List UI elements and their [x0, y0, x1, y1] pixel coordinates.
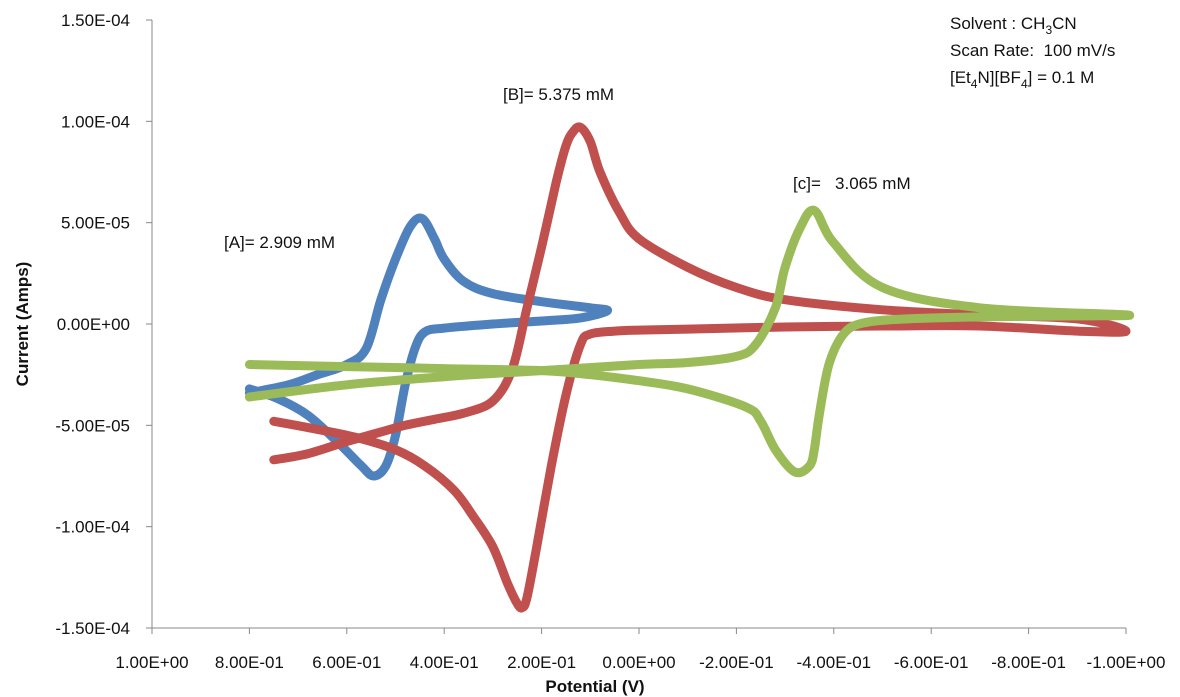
- x-tick-label: -1.00E+00: [1087, 653, 1166, 672]
- x-tick-label: 4.00E-01: [410, 653, 479, 672]
- y-tick-label: -5.00E-05: [55, 416, 130, 435]
- y-tick-label: 1.50E-04: [61, 11, 130, 30]
- y-tick-label: -1.00E-04: [55, 518, 130, 537]
- x-tick-label: -8.00E-01: [991, 653, 1066, 672]
- x-tick-label: -6.00E-01: [894, 653, 969, 672]
- solvent-prefix: Solvent : CH: [950, 14, 1045, 33]
- annotation-scan-rate: Scan Rate: 100 mV/s: [950, 41, 1115, 60]
- y-tick-label: 0.00E+00: [57, 315, 130, 334]
- axes: 1.50E-04 1.00E-04 5.00E-05 0.00E+00 -5.00E-0…: [55, 11, 1165, 672]
- annotation-solvent: Solvent : CH3CN: [950, 14, 1077, 37]
- y-axis-title: Current (Amps): [13, 262, 32, 387]
- series-layer: [244, 122, 1134, 613]
- x-tick-label: -4.00E-01: [796, 653, 871, 672]
- annotation-b: [B]= 5.375 mM: [503, 85, 614, 104]
- x-tick-label: 8.00E-01: [215, 653, 284, 672]
- series-c-curve: [244, 205, 1134, 478]
- x-tick-label: 1.00E+00: [115, 653, 188, 672]
- x-tick-label: 2.00E-01: [507, 653, 576, 672]
- electrolyte-part1: [Et: [950, 68, 971, 87]
- y-tick-label: 1.00E-04: [61, 112, 130, 131]
- electrolyte-part3: ] = 0.1 M: [1028, 68, 1095, 87]
- solvent-subscript: 3: [1045, 23, 1052, 37]
- x-axis-title: Potential (V): [545, 677, 644, 696]
- electrolyte-subscript-2: 4: [1021, 77, 1028, 91]
- y-tick-label: -1.50E-04: [55, 619, 130, 638]
- electrolyte-part2: N][BF: [977, 68, 1020, 87]
- y-tick-label: 5.00E-05: [61, 214, 130, 233]
- solvent-suffix: CN: [1052, 14, 1077, 33]
- electrolyte-subscript-1: 4: [971, 77, 978, 91]
- x-tick-label: 6.00E-01: [312, 653, 381, 672]
- x-tick-label: 0.00E+00: [602, 653, 675, 672]
- series-a-curve: [244, 213, 613, 481]
- series-b-curve: [269, 122, 1131, 613]
- annotation-electrolyte: [Et4N][BF4] = 0.1 M: [950, 68, 1094, 91]
- annotation-a: [A]= 2.909 mM: [224, 233, 335, 252]
- x-tick-label: -2.00E-01: [699, 653, 774, 672]
- annotation-c: [c]= 3.065 mM: [793, 174, 911, 193]
